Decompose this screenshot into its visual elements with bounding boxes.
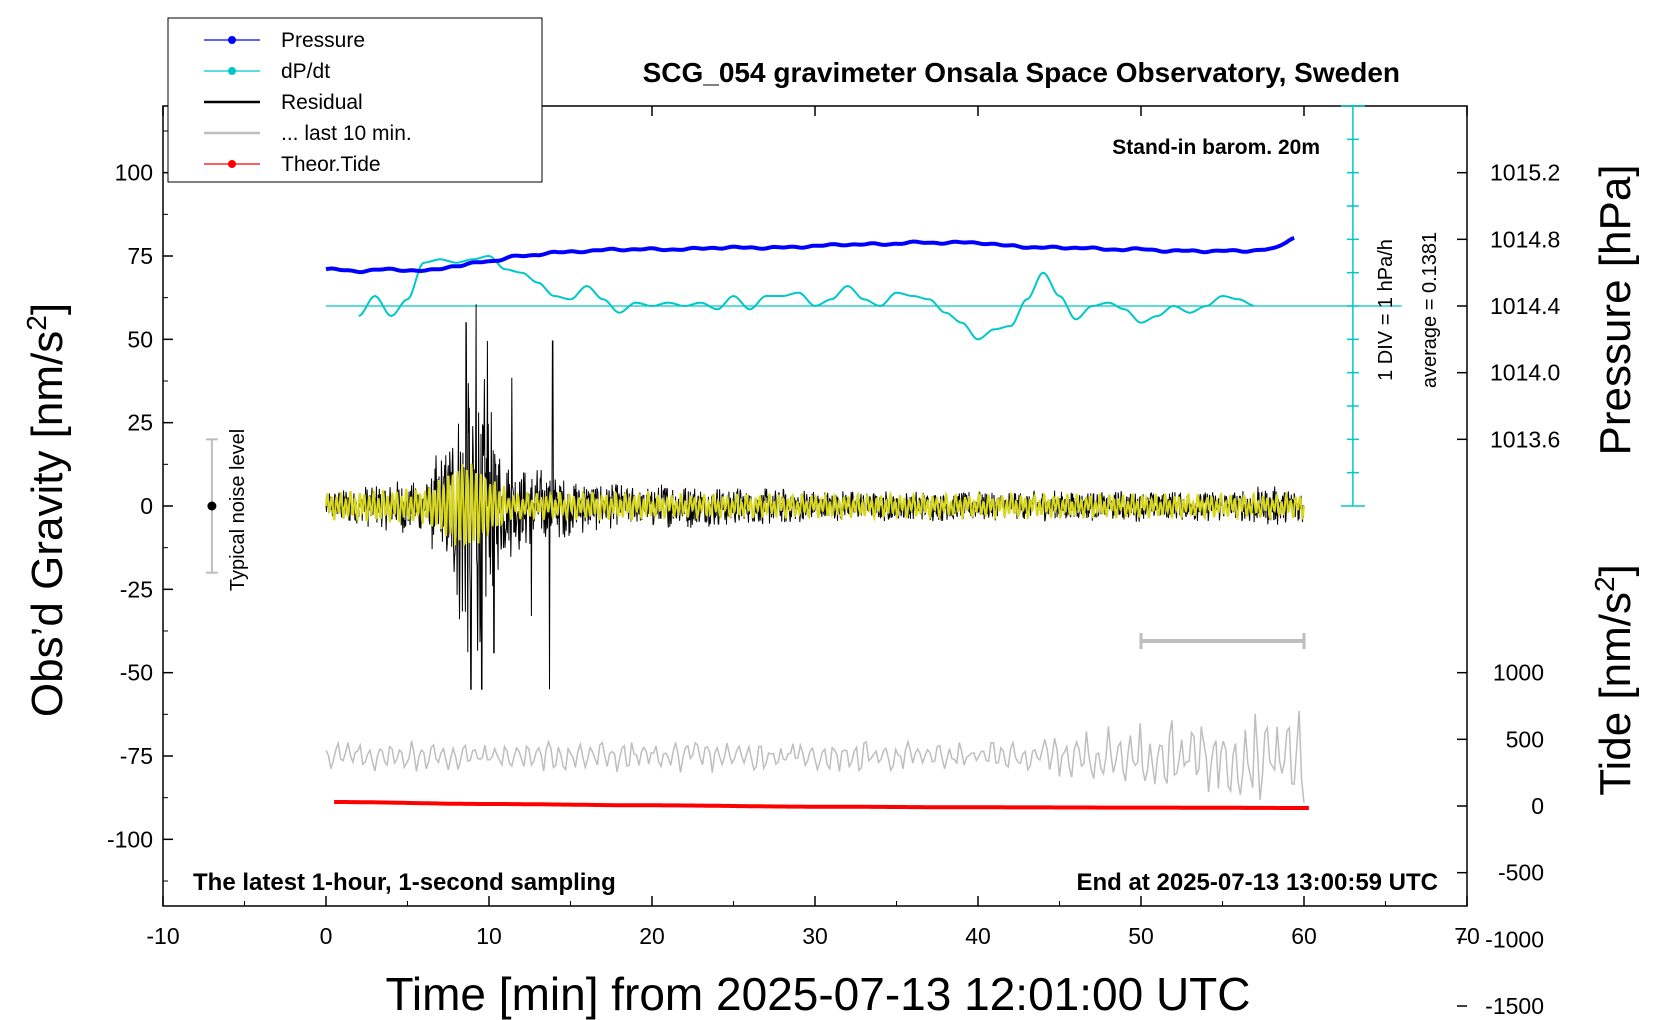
tide-line — [334, 800, 1309, 810]
y-axis-title-pressure: Pressure [hPa] — [1591, 164, 1640, 455]
pressure-line — [325, 236, 1295, 275]
legend-label: Theor.Tide — [281, 153, 381, 176]
average-note: average = 0.1381 — [1419, 232, 1441, 388]
div-scale-note: 1 DIV = 1 hPa/h — [1375, 239, 1397, 381]
theoretical-tide-series — [334, 800, 1309, 810]
pressure-tick-label: 1014.4 — [1490, 293, 1561, 319]
scale-bars — [205, 438, 1306, 649]
y-tick-label: 0 — [140, 493, 153, 519]
legend-label: dP/dt — [281, 60, 330, 83]
x-axis-title: Time [min] from 2025-07-13 12:01:00 UTC — [386, 968, 1251, 1020]
tide-tick-label: 500 — [1506, 726, 1544, 752]
filtered-line — [325, 463, 1305, 549]
tide-tick-label: -500 — [1498, 860, 1544, 886]
y-tick-label: 50 — [127, 326, 153, 352]
y-tick-label: -50 — [120, 660, 153, 686]
x-tick-label: 30 — [802, 923, 828, 949]
tide-tick-label: 0 — [1531, 793, 1544, 819]
chart-title: SCG_054 gravimeter Onsala Space Observat… — [643, 57, 1400, 88]
pressure-series — [325, 236, 1295, 275]
x-tick-label: 60 — [1291, 923, 1317, 949]
noise-level-note: Typical noise level — [227, 429, 249, 591]
y-axis-title-tide: Tide [nm/s2] — [1589, 564, 1640, 796]
legend-label: ... last 10 min. — [281, 122, 412, 145]
y-tick-label: -75 — [120, 743, 153, 769]
legend-box — [167, 17, 543, 183]
zero-baselines — [326, 105, 1402, 507]
y-tick-labels-left: 100 75 50 25 0 -25 -50 -75 -100 — [107, 160, 153, 853]
dpdt-line — [358, 254, 1254, 341]
dpdt-series — [358, 254, 1254, 341]
x-tick-label: 70 — [1454, 923, 1480, 949]
legend-marker — [228, 67, 236, 75]
noise-bar-dot — [207, 501, 217, 511]
pressure-tick-label: 1015.2 — [1490, 160, 1560, 186]
x-tick-label: -10 — [146, 923, 179, 949]
y-tick-label: 100 — [115, 160, 153, 186]
x-tick-label: 50 — [1128, 923, 1154, 949]
pressure-tick-labels: 1015.2 1014.8 1014.4 1014.0 1013.6 — [1490, 160, 1561, 453]
tide-tick-label: -1000 — [1485, 926, 1544, 952]
barometer-note: Stand-in barom. 20m — [1112, 136, 1320, 159]
x-tick-label: 0 — [320, 923, 333, 949]
y-axis-title-left: Obs’d Gravity [nm/s2] — [21, 303, 72, 717]
y-tick-label: -25 — [120, 576, 153, 602]
y-tick-label: 75 — [127, 243, 153, 269]
x-tick-label: 40 — [965, 923, 991, 949]
pressure-tick-label: 1013.6 — [1490, 426, 1560, 452]
last10-line — [325, 710, 1305, 803]
x-tick-label: 20 — [639, 923, 665, 949]
sampling-note: The latest 1-hour, 1-second sampling — [193, 869, 616, 896]
tide-tick-label: 1000 — [1493, 660, 1544, 686]
pressure-tick-label: 1014.0 — [1490, 360, 1560, 386]
legend: Pressure dP/dt Residual ... last 10 min. The… — [167, 17, 543, 183]
y-tick-label: 25 — [127, 410, 153, 436]
legend-label: Residual — [281, 91, 363, 114]
last-10-min-series — [325, 710, 1305, 803]
pressure-tick-label: 1014.8 — [1490, 226, 1560, 252]
x-tick-label: 10 — [476, 923, 502, 949]
legend-marker — [228, 160, 236, 168]
tide-tick-labels: 1000 500 0 -500 -1000 -1500 — [1485, 660, 1544, 1019]
legend-marker — [228, 36, 236, 44]
tide-tick-label: -1500 — [1485, 993, 1544, 1019]
x-tick-labels: -10 0 10 20 30 40 50 60 70 — [146, 923, 1479, 949]
legend-label: Pressure — [281, 29, 365, 52]
filtered-residual-series — [325, 463, 1305, 549]
y-tick-label: -100 — [107, 826, 153, 852]
end-time-note: End at 2025-07-13 13:00:59 UTC — [1077, 869, 1439, 896]
